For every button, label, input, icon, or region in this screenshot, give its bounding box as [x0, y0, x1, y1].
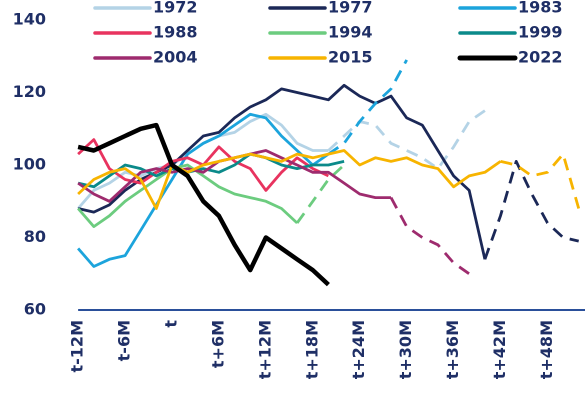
series-line: [77, 122, 330, 287]
x-tick-label: t-6M: [115, 320, 134, 361]
legend-label: 1977: [328, 0, 373, 17]
series-line: [483, 160, 580, 260]
y-tick-label: 100: [13, 155, 46, 174]
x-tick-label: t+30M: [396, 320, 415, 379]
legend-label: 1988: [153, 23, 198, 42]
series-line: [77, 149, 502, 210]
legend-label: 1999: [518, 23, 563, 42]
series-line: [327, 59, 408, 156]
x-tick-label: t+6M: [208, 320, 227, 368]
legend-bg: [93, 22, 213, 44]
series-line: [77, 112, 330, 268]
series-line: [327, 109, 486, 170]
x-tick-label: t-12M: [68, 320, 87, 372]
x-tick-label: t+18M: [302, 320, 321, 379]
x-tick-label: t+36M: [443, 320, 462, 379]
series-line: [295, 163, 346, 224]
legend-bg: [268, 47, 388, 69]
legend-label: 2022: [518, 48, 563, 67]
legend-label: 2015: [328, 48, 373, 67]
legend-bg: [93, 0, 213, 19]
y-tick-label: 140: [13, 10, 46, 29]
legend-bg: [268, 22, 388, 44]
x-tick-label: t+48M: [537, 320, 556, 379]
legend-bg: [458, 0, 578, 19]
x-tick-label: t: [161, 320, 180, 328]
legend-bg: [268, 0, 388, 19]
series-line: [500, 152, 581, 209]
x-tick-label: t+24M: [349, 320, 368, 379]
legend-label: 1972: [153, 0, 198, 17]
y-tick-label: 60: [24, 300, 46, 319]
legend-bg: [458, 47, 578, 69]
x-tick-label: t+42M: [490, 320, 509, 379]
legend-bg: [458, 22, 578, 44]
legend-bg: [93, 47, 213, 69]
x-tick-label: t+12M: [255, 320, 274, 379]
legend-label: 1983: [518, 0, 563, 17]
series-line: [77, 83, 487, 260]
series-line: [389, 196, 471, 275]
y-tick-label: 120: [13, 82, 46, 101]
series-line: [77, 163, 299, 228]
series-line: [77, 152, 345, 189]
y-tick-label: 80: [24, 227, 46, 246]
legend-label: 2004: [153, 48, 198, 67]
legend-label: 1994: [328, 23, 373, 42]
